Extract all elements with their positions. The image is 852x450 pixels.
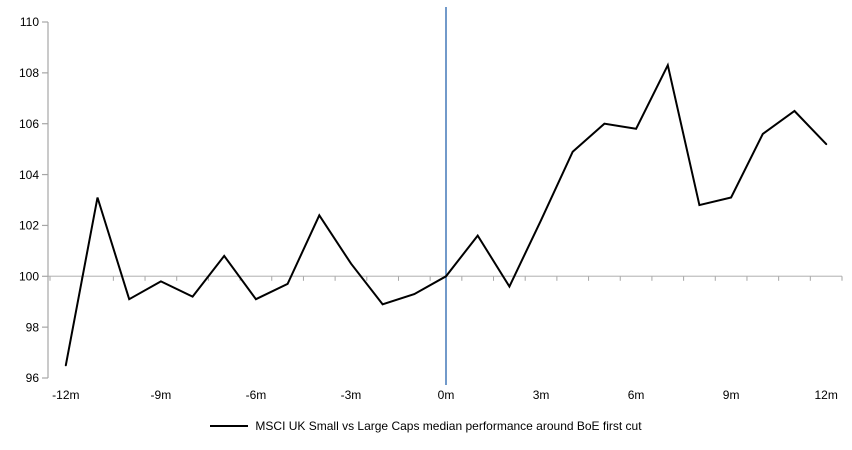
x-tick-label: 0m — [438, 388, 455, 402]
x-tick-label: 6m — [628, 388, 645, 402]
legend-line-swatch — [210, 425, 249, 427]
y-tick-label: 100 — [19, 269, 39, 283]
x-axis-labels: -12m -9m -6m -3m 0m 3m 6m 9m 12m — [52, 388, 838, 402]
legend-label: MSCI UK Small vs Large Caps median perfo… — [255, 419, 642, 433]
y-tick-label: 102 — [19, 219, 39, 233]
y-tick-label: 98 — [26, 320, 40, 334]
y-tick-label: 106 — [19, 117, 39, 131]
y-axis: 96 98 100 102 104 106 108 110 — [19, 15, 49, 385]
y-tick-label: 108 — [19, 66, 39, 80]
y-tick-label: 96 — [26, 371, 40, 385]
y-tick-label: 110 — [20, 15, 39, 29]
x-tick-label: -12m — [52, 388, 79, 402]
x-tick-label: -3m — [341, 388, 362, 402]
x-tick-label: -6m — [246, 388, 267, 402]
x-tick-label: 9m — [723, 388, 740, 402]
x-tick-label: -9m — [151, 388, 172, 402]
x-tick-label: 12m — [814, 388, 837, 402]
x-tick-label: 3m — [533, 388, 550, 402]
series-line — [64, 62, 828, 367]
legend: MSCI UK Small vs Large Caps median perfo… — [0, 417, 852, 435]
y-tick-label: 104 — [19, 168, 39, 182]
